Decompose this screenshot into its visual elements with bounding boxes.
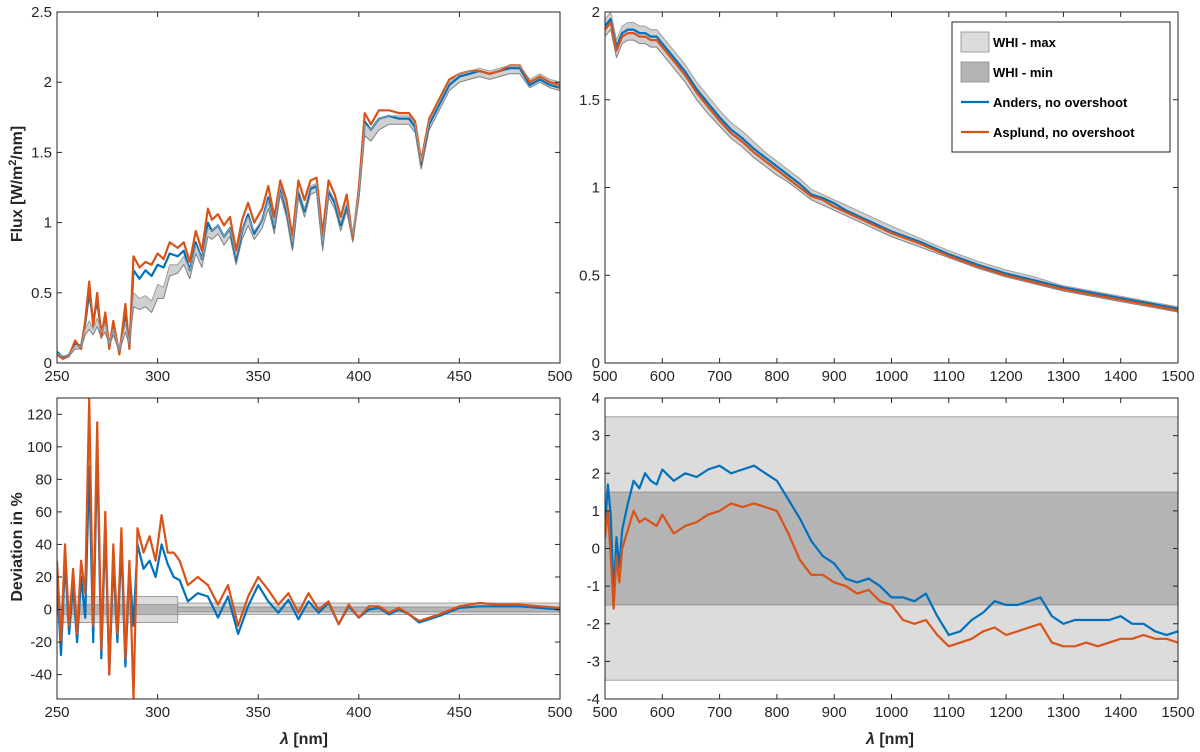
x-tick-label: 1500 <box>1161 704 1194 721</box>
series-line-asplund-no-overshoot <box>605 21 1178 312</box>
y-tick-label: -3 <box>587 653 600 670</box>
y-tick-label: 1.5 <box>31 144 52 161</box>
y-tick-label: 0 <box>592 355 600 372</box>
axes-frame <box>56 397 561 700</box>
x-tick-label: 500 <box>592 368 617 385</box>
flux-uv-panel: Flux [W/m2/nm] 250 300 350 400 450 500 0 0.5 1 1.… <box>7 4 573 385</box>
series-line-whi-max <box>605 12 1178 308</box>
x-tick-label: 700 <box>707 704 732 721</box>
x-tick-label: 600 <box>650 368 675 385</box>
y-tick-label: 40 <box>35 536 52 553</box>
y-tick-label: 0 <box>44 355 52 372</box>
x-tick-label: 300 <box>145 704 170 721</box>
deviation-uv-x-axis-title: λ [nm] <box>279 731 328 748</box>
y-tick-label: 0 <box>44 602 52 619</box>
axes-frame <box>56 11 561 364</box>
x-tick-label: 1100 <box>933 704 965 721</box>
y-tick-label: 1.5 <box>579 92 600 109</box>
x-tick-label: 450 <box>447 368 472 385</box>
x-tick-label: 1100 <box>933 368 965 385</box>
x-tick-label: 1500 <box>1161 368 1194 385</box>
legend-label-asplund-no-overshoot: Asplund, no overshoot <box>993 125 1135 140</box>
x-tick-label: 250 <box>44 368 69 385</box>
series-line-whi-min <box>605 29 1178 313</box>
band-whi-min <box>605 491 1178 606</box>
x-tick-label: 700 <box>707 368 732 385</box>
series-line-anders-no-overshoot <box>605 464 1178 637</box>
series-line-asplund-no-overshoot <box>57 398 560 699</box>
x-tick-label: 400 <box>346 368 371 385</box>
y-tick-label: 1 <box>592 503 600 520</box>
x-tick-label: 600 <box>650 704 675 721</box>
lambda-symbol: λ <box>865 731 875 748</box>
flux-y-axis-title: Flux [W/m2/nm] <box>7 126 26 242</box>
y-tick-label: 120 <box>27 406 52 423</box>
legend-swatch-whi-min <box>960 61 990 83</box>
y-tick-label: 2 <box>44 74 52 91</box>
y-tick-label: -20 <box>30 634 52 651</box>
plot-area <box>57 398 560 699</box>
x-tick-label: 800 <box>764 704 789 721</box>
y-tick-label: 2 <box>592 465 600 482</box>
x-tick-label: 900 <box>822 704 847 721</box>
legend-label-whi-min: WHI - min <box>993 65 1053 80</box>
y-tick-label: 0.5 <box>579 267 600 284</box>
y-tick-label: 1 <box>44 215 52 232</box>
y-tick-label: 0 <box>592 541 600 558</box>
plot-layer <box>605 12 1178 313</box>
legend-label-anders-no-overshoot: Anders, no overshoot <box>993 95 1128 110</box>
series-line-whi-max <box>57 64 560 357</box>
y-tick-label: 4 <box>592 390 600 407</box>
y-tick-label: 60 <box>35 504 52 521</box>
deviation-y-axis-title: Deviation in % <box>9 492 26 601</box>
deviation-uv-panel: Deviation in % λ [nm] 250 300 350 400 450 500… <box>9 397 573 748</box>
y-tick-label: 2.5 <box>31 4 52 21</box>
x-tick-label: 400 <box>346 704 371 721</box>
flux-unit-exponent: 2 <box>7 160 19 166</box>
series-line-asplund-no-overshoot <box>605 502 1178 648</box>
x-tick-label: 1400 <box>1104 368 1137 385</box>
legend-swatch-whi-max <box>960 31 990 53</box>
lambda-symbol: λ <box>279 731 289 748</box>
x-tick-label: 450 <box>447 704 472 721</box>
x-tick-label: 500 <box>592 704 617 721</box>
plot-layer <box>57 64 560 360</box>
x-tick-label: 350 <box>246 368 271 385</box>
x-tick-label: 1300 <box>1047 368 1080 385</box>
x-tick-label: 1300 <box>1047 704 1080 721</box>
x-tick-label: 1000 <box>875 704 908 721</box>
plot-layer <box>605 416 1178 681</box>
legend-label-whi-max: WHI - max <box>993 35 1057 50</box>
y-tick-label: 1 <box>592 180 600 197</box>
x-tick-label: 900 <box>822 368 847 385</box>
y-tick-label: 20 <box>35 569 52 586</box>
plot-layer <box>57 398 560 699</box>
x-tick-label: 500 <box>547 368 572 385</box>
deviation-vis-ir-x-axis-title: λ [nm] <box>865 731 914 748</box>
x-tick-label: 1000 <box>875 368 908 385</box>
x-tick-label: 1400 <box>1104 704 1137 721</box>
y-tick-label: -1 <box>587 578 600 595</box>
y-tick-label: -2 <box>587 616 600 633</box>
y-tick-label: -40 <box>30 667 52 684</box>
x-tick-label: 1200 <box>989 368 1022 385</box>
y-tick-label: 80 <box>35 471 52 488</box>
series-line-anders-no-overshoot <box>605 17 1178 310</box>
legend: WHI - max WHI - min Anders, no overshoot As… <box>951 21 1171 153</box>
y-tick-label: 2 <box>592 4 600 21</box>
x-tick-label: 350 <box>246 704 271 721</box>
y-tick-label: 100 <box>27 439 52 456</box>
deviation-vis-ir-panel: λ [nm] 500 600 700 800 900 1000 1100 1200 1300 14… <box>587 390 1195 748</box>
y-tick-label: -4 <box>587 691 600 708</box>
x-tick-label: 800 <box>764 368 789 385</box>
y-tick-label: 3 <box>592 428 600 445</box>
x-tick-label: 1200 <box>989 704 1022 721</box>
x-tick-label: 300 <box>145 368 170 385</box>
series-line-whi-min <box>57 73 560 358</box>
y-tick-label: 0.5 <box>31 285 52 302</box>
x-tick-label: 500 <box>547 704 572 721</box>
x-tick-label: 250 <box>44 704 69 721</box>
